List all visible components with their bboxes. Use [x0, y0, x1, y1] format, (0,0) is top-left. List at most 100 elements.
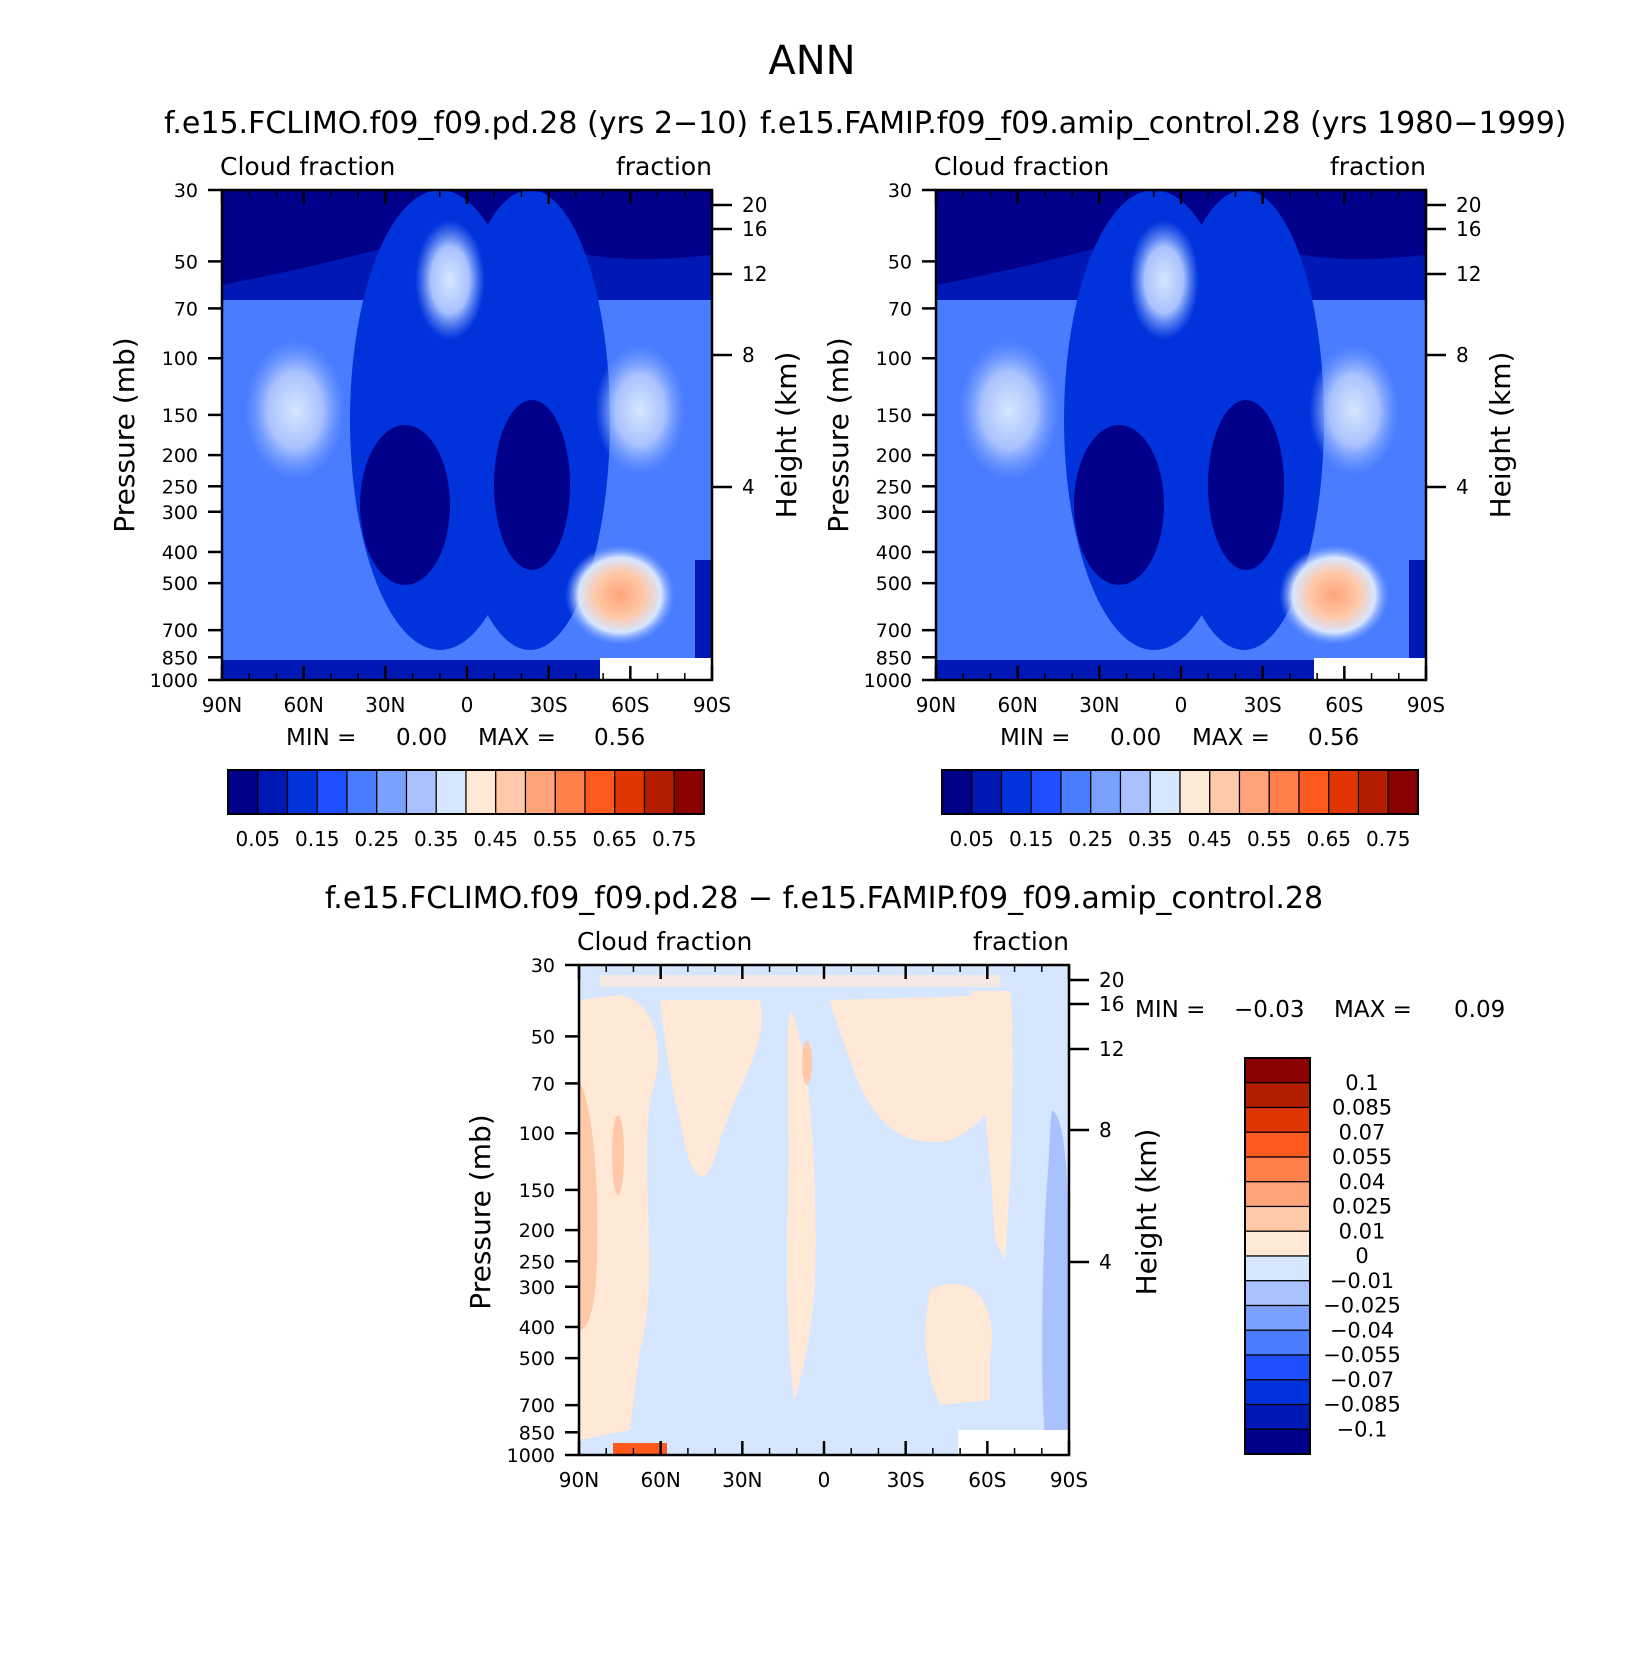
panel-case-colorbar-swatch	[227, 769, 259, 815]
panel-case-x-tick-label: 30S	[530, 693, 568, 717]
panel-control-colorbar-swatch	[1000, 769, 1032, 815]
panel-control-colorbar-frame	[941, 769, 1419, 815]
panel-difference-min-label: MIN =	[1135, 997, 1205, 1023]
panel-difference-colorbar-swatch	[1244, 1106, 1311, 1133]
panel-case-min-label: MIN =	[286, 725, 356, 751]
panel-difference-y-tick-label: 30	[531, 955, 555, 977]
panel-control-colorbar-swatch	[1387, 769, 1419, 815]
panel-difference-y-tick-label: 100	[519, 1123, 555, 1145]
panel-case-colorbar-label: 0.35	[414, 827, 459, 851]
panel-control-field	[936, 190, 1426, 680]
panel-control-colorbar-label: 0.15	[1009, 827, 1054, 851]
panel-difference-y-tick-label: 1000	[507, 1445, 555, 1467]
panel-difference: f.e15.FCLIMO.f09_f09.pd.28 − f.e15.FAMIP…	[325, 881, 1505, 1457]
panel-difference-colorbar-swatch	[1244, 1280, 1311, 1307]
panel-difference-colorbar-swatch	[1244, 1329, 1311, 1356]
panel-control-colorbar-label: 0.75	[1366, 827, 1411, 851]
panel-case-right-label: fraction	[616, 152, 712, 181]
panel-difference-colorbar-label: 0.1	[1345, 1071, 1378, 1095]
panel-case-y-tick-label: 300	[162, 502, 198, 524]
panel-case-field	[222, 190, 712, 680]
panel-difference-max-label: MAX =	[1334, 997, 1412, 1023]
panel-difference-colorbar-label: 0.01	[1339, 1219, 1386, 1243]
panel-control: f.e15.FAMIP.f09_f09.amip_control.28 (yrs…	[760, 106, 1567, 751]
panel-difference-x-tick-label: 90N	[559, 1468, 599, 1492]
panel-difference-right-label: fraction	[973, 927, 1069, 956]
panel-difference-min-value: −0.03	[1234, 997, 1304, 1023]
panel-control-y-tick-label: 700	[876, 620, 912, 642]
panel-difference-colorbar-frame	[1244, 1057, 1311, 1455]
panel-control-height-label-20: 20	[1456, 193, 1481, 217]
panel-control-colorbar-swatch	[1119, 769, 1151, 815]
panel-control-y-tick-label: 1000	[864, 670, 912, 692]
panel-case-x-tick-label: 90S	[693, 693, 731, 717]
panel-difference-field	[579, 965, 1069, 1455]
panel-difference-height-label-12: 12	[1099, 1037, 1124, 1061]
panel-case-colorbar-label: 0.75	[652, 827, 697, 851]
panel-control-y-tick-label: 500	[876, 573, 912, 595]
panel-case-y-tick-label: 400	[162, 542, 198, 564]
panel-control-x-tick-label: 30N	[1079, 693, 1119, 717]
panel-difference-colorbar-label: −0.04	[1330, 1318, 1394, 1342]
panel-control-height-label-12: 12	[1456, 262, 1481, 286]
panel-difference-colorbar-label: 0	[1355, 1244, 1368, 1268]
panel-case-y-tick-label: 50	[174, 251, 198, 273]
panel-control-y-tick-label: 50	[888, 251, 912, 273]
panel-case-y-tick-label: 200	[162, 445, 198, 467]
panel-control-x-tick-label: 90N	[916, 693, 956, 717]
panel-case-colorbar-swatch	[405, 769, 437, 815]
panel-difference-y-tick-label: 700	[519, 1395, 555, 1417]
panel-case-x-tick-label: 90N	[202, 693, 242, 717]
panel-case-max-label: MAX =	[478, 725, 556, 751]
panel-difference-y-tick-label: 70	[531, 1073, 555, 1095]
panel-difference-colorbar-swatch	[1244, 1181, 1311, 1208]
panel-difference-colorbar-swatch	[1244, 1304, 1311, 1331]
panel-control-colorbar-swatch	[1149, 769, 1181, 815]
panel-control-y-tick-label: 300	[876, 502, 912, 524]
panel-case-x-tick-label: 30N	[365, 693, 405, 717]
panel-difference-x-tick-label: 60S	[968, 1468, 1006, 1492]
panel-case-height-label-20: 20	[742, 193, 767, 217]
panel-difference-colorbar-label: −0.01	[1330, 1269, 1394, 1293]
panel-case-colorbar-swatch	[643, 769, 675, 815]
panel-difference-colorbar-label: −0.025	[1323, 1294, 1401, 1318]
panel-difference-x-tick-label: 0	[818, 1468, 831, 1492]
panel-control-max-label: MAX =	[1192, 725, 1270, 751]
panel-control-y-tick-label: 200	[876, 445, 912, 467]
panel-case-colorbar-swatch	[435, 769, 467, 815]
panel-case-colorbar-swatch	[286, 769, 318, 815]
panel-difference-y-tick-label: 50	[531, 1026, 555, 1048]
panel-case: f.e15.FCLIMO.f09_f09.pd.28 (yrs 2−10) Cl…	[108, 106, 803, 751]
panel-case-title: f.e15.FCLIMO.f09_f09.pd.28 (yrs 2−10)	[164, 106, 748, 141]
panel-control-ylabel: Pressure (mb)	[822, 337, 855, 532]
panel-difference-x-tick-label: 90S	[1050, 1468, 1088, 1492]
panel-difference-colorbar-swatch	[1244, 1131, 1311, 1158]
panel-case-max-value: 0.56	[594, 725, 645, 751]
panel-case-height-label-4: 4	[742, 475, 755, 499]
panel-difference-colorbar-label: 0.07	[1339, 1120, 1386, 1144]
panel-difference-colorbar-label: 0.025	[1332, 1195, 1392, 1219]
panel-case-height-label-8: 8	[742, 343, 755, 367]
panel-control-y-tick-label: 30	[888, 180, 912, 202]
panel-difference-height-label-8: 8	[1099, 1118, 1112, 1142]
panel-control-colorbar-label: 0.45	[1187, 827, 1232, 851]
panel-control-colorbar-swatch	[1060, 769, 1092, 815]
panel-case-y-tick-label: 100	[162, 348, 198, 370]
panel-control-colorbar-label: 0.65	[1306, 827, 1351, 851]
panel-case-colorbar-swatch	[376, 769, 408, 815]
panel-difference-left-label: Cloud fraction	[577, 927, 752, 956]
panel-difference-colorbar-swatch	[1244, 1082, 1311, 1109]
panel-control-y-tick-label: 400	[876, 542, 912, 564]
panel-difference-height-label-4: 4	[1099, 1250, 1112, 1274]
panel-difference-colorbar-swatch	[1244, 1403, 1311, 1430]
panel-difference-colorbar-swatch	[1244, 1057, 1311, 1084]
panel-difference-y-tick-label: 400	[519, 1317, 555, 1339]
panel-control-min-value: 0.00	[1110, 725, 1161, 751]
panel-difference-colorbar-label: 0.085	[1332, 1096, 1392, 1120]
panel-difference-colorbar-label: −0.07	[1330, 1368, 1394, 1392]
panel-control-colorbar-swatch	[1298, 769, 1330, 815]
panel-case-colorbar-label: 0.15	[295, 827, 340, 851]
panel-case-min-value: 0.00	[396, 725, 447, 751]
panel-difference-colorbar-label: −0.1	[1337, 1417, 1388, 1441]
panel-control-ylabel-right: Height (km)	[1484, 352, 1517, 519]
